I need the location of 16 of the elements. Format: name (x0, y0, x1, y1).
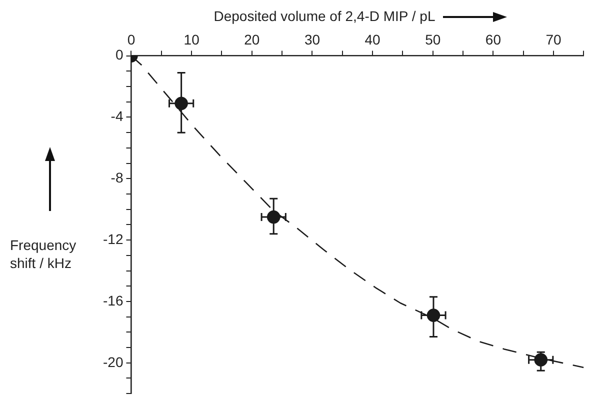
y-tick-label: -4 (110, 108, 124, 124)
y-tick-label: -8 (110, 169, 124, 186)
x-tick-label: 40 (364, 31, 381, 48)
x-tick-label: 50 (425, 31, 441, 48)
y-tick-label: -20 (103, 354, 124, 370)
x-tick-label: 30 (304, 31, 320, 48)
x-tick-label: 0 (127, 31, 136, 48)
y-tick-label: -12 (103, 230, 124, 247)
x-tick-label: 10 (184, 31, 200, 48)
y-tick-label: -16 (103, 292, 124, 308)
x-tick-label: 60 (485, 31, 502, 48)
x-tick-label: 20 (244, 31, 260, 48)
x-axis-title: Deposited volume of 2,4-D MIP / pL (214, 8, 436, 24)
y-axis-title: Frequency shift / kHz (10, 236, 78, 272)
y-tick-label: 0 (115, 46, 124, 63)
x-tick-label: 70 (546, 31, 562, 48)
